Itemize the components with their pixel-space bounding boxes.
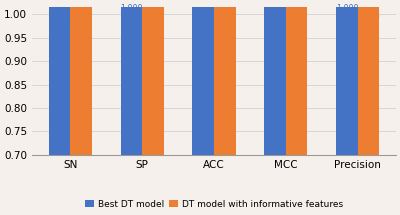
Text: 1.000: 1.000 — [120, 3, 142, 12]
Text: 0.979: 0.979 — [357, 13, 380, 22]
Text: 0.980: 0.980 — [48, 13, 71, 22]
Bar — [286, 0, 308, 155]
Text: 0.912: 0.912 — [70, 45, 92, 54]
Bar — [49, 0, 70, 155]
Text: 0.923: 0.923 — [142, 40, 164, 49]
Text: 1.000: 1.000 — [336, 3, 358, 12]
Bar — [70, 0, 92, 155]
Legend: Best DT model, DT model with informative features: Best DT model, DT model with informative… — [81, 196, 347, 212]
Bar — [264, 0, 286, 155]
Bar — [120, 0, 142, 155]
Bar — [214, 0, 236, 155]
Bar — [336, 0, 358, 155]
Bar — [192, 0, 214, 155]
Text: 0.954: 0.954 — [264, 25, 286, 34]
Bar — [142, 0, 164, 155]
Text: 0.768: 0.768 — [285, 112, 308, 121]
Text: 0.984: 0.984 — [192, 11, 214, 20]
Text: 0.914: 0.914 — [214, 44, 236, 53]
Bar — [358, 0, 379, 155]
